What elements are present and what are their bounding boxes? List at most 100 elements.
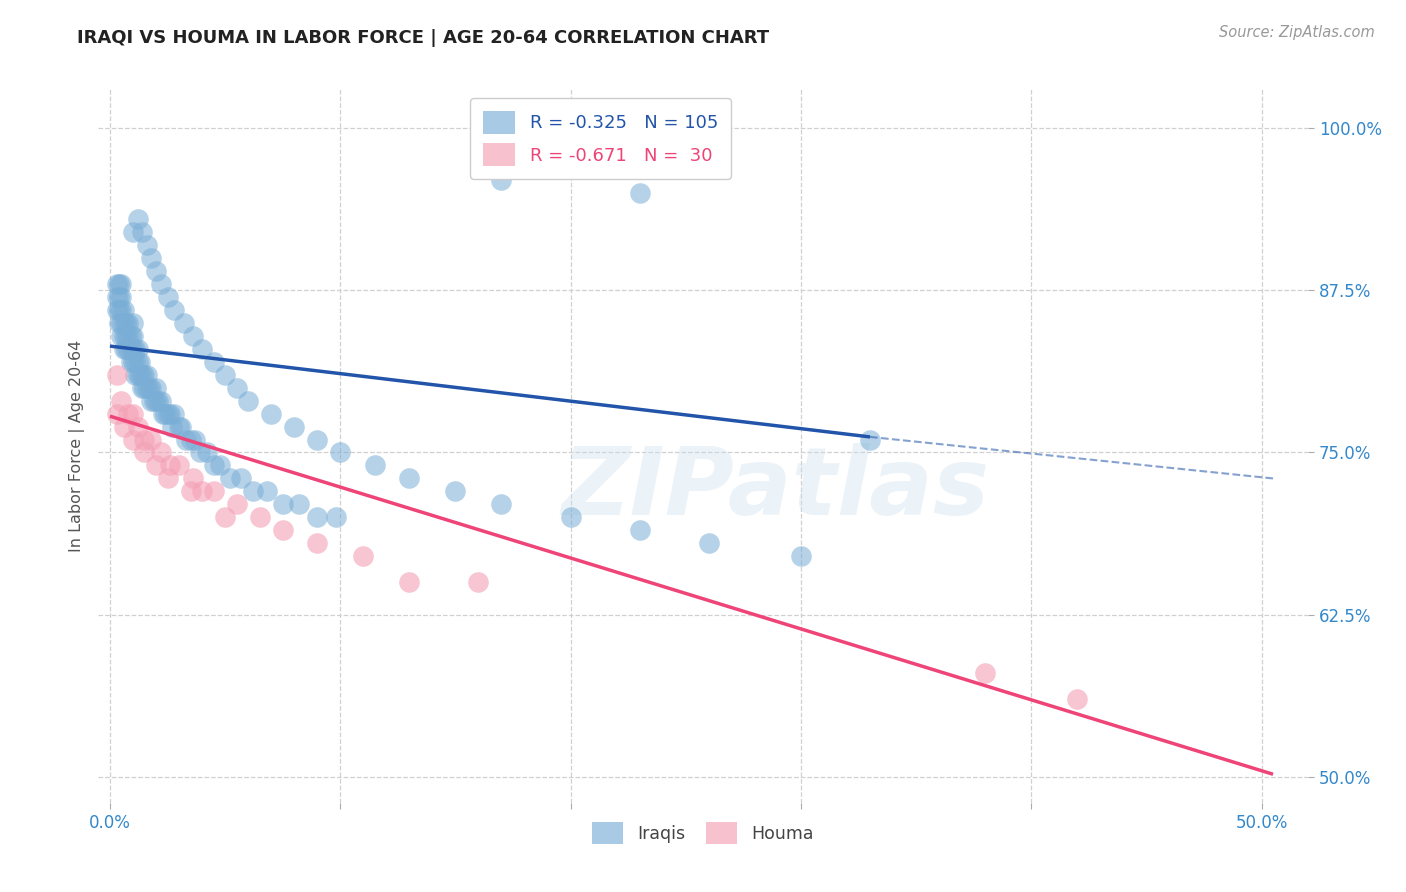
Text: IRAQI VS HOUMA IN LABOR FORCE | AGE 20-64 CORRELATION CHART: IRAQI VS HOUMA IN LABOR FORCE | AGE 20-6… bbox=[77, 29, 769, 47]
Point bbox=[167, 458, 190, 473]
Point bbox=[134, 445, 156, 459]
Point bbox=[467, 575, 489, 590]
Point bbox=[112, 328, 135, 343]
Point bbox=[117, 342, 139, 356]
Point bbox=[225, 381, 247, 395]
Point bbox=[184, 433, 207, 447]
Point bbox=[115, 328, 138, 343]
Point bbox=[188, 445, 211, 459]
Point bbox=[697, 536, 720, 550]
Point bbox=[859, 433, 882, 447]
Point bbox=[108, 290, 131, 304]
Point bbox=[112, 342, 135, 356]
Point bbox=[110, 290, 132, 304]
Point bbox=[628, 186, 651, 200]
Point bbox=[1066, 692, 1088, 706]
Point bbox=[170, 419, 193, 434]
Point bbox=[110, 302, 132, 317]
Point bbox=[127, 354, 149, 368]
Point bbox=[398, 575, 420, 590]
Point bbox=[163, 302, 186, 317]
Point bbox=[195, 445, 218, 459]
Point bbox=[142, 393, 165, 408]
Point bbox=[122, 328, 145, 343]
Point bbox=[105, 302, 128, 317]
Point bbox=[329, 445, 352, 459]
Point bbox=[112, 302, 135, 317]
Point bbox=[117, 316, 139, 330]
Point bbox=[156, 407, 179, 421]
Point bbox=[145, 458, 167, 473]
Point bbox=[288, 497, 311, 511]
Point bbox=[122, 407, 145, 421]
Point bbox=[115, 316, 138, 330]
Point bbox=[628, 524, 651, 538]
Point bbox=[202, 484, 225, 499]
Point bbox=[127, 342, 149, 356]
Point bbox=[167, 419, 190, 434]
Point bbox=[117, 407, 139, 421]
Point bbox=[145, 264, 167, 278]
Point bbox=[124, 368, 146, 382]
Point bbox=[108, 277, 131, 291]
Point bbox=[122, 342, 145, 356]
Point bbox=[159, 458, 181, 473]
Point bbox=[491, 173, 513, 187]
Point bbox=[231, 471, 253, 485]
Point bbox=[134, 381, 156, 395]
Point bbox=[307, 433, 329, 447]
Point bbox=[180, 484, 202, 499]
Point bbox=[141, 381, 163, 395]
Legend: Iraqis, Houma: Iraqis, Houma bbox=[585, 815, 821, 851]
Point bbox=[105, 290, 128, 304]
Point bbox=[181, 471, 204, 485]
Point bbox=[174, 433, 197, 447]
Point bbox=[307, 510, 329, 524]
Point bbox=[122, 225, 145, 239]
Point bbox=[149, 445, 172, 459]
Point bbox=[124, 342, 146, 356]
Point bbox=[202, 458, 225, 473]
Point bbox=[122, 433, 145, 447]
Point bbox=[135, 368, 157, 382]
Point bbox=[214, 510, 236, 524]
Point bbox=[180, 433, 202, 447]
Point bbox=[120, 328, 142, 343]
Point bbox=[124, 354, 146, 368]
Point bbox=[120, 354, 142, 368]
Point bbox=[307, 536, 329, 550]
Point bbox=[444, 484, 467, 499]
Point bbox=[110, 328, 132, 343]
Point bbox=[127, 368, 149, 382]
Point bbox=[110, 316, 132, 330]
Point bbox=[112, 316, 135, 330]
Point bbox=[236, 393, 259, 408]
Point bbox=[152, 407, 174, 421]
Point bbox=[108, 302, 131, 317]
Point bbox=[108, 316, 131, 330]
Point bbox=[112, 419, 135, 434]
Point bbox=[120, 342, 142, 356]
Point bbox=[105, 277, 128, 291]
Point bbox=[214, 368, 236, 382]
Point bbox=[160, 419, 183, 434]
Point bbox=[149, 277, 172, 291]
Point bbox=[141, 433, 163, 447]
Point bbox=[209, 458, 232, 473]
Point bbox=[128, 354, 150, 368]
Point bbox=[191, 342, 214, 356]
Point bbox=[249, 510, 271, 524]
Point bbox=[256, 484, 278, 499]
Point bbox=[163, 407, 186, 421]
Point bbox=[145, 393, 167, 408]
Point bbox=[128, 368, 150, 382]
Point bbox=[364, 458, 387, 473]
Point bbox=[242, 484, 264, 499]
Point bbox=[260, 407, 283, 421]
Point bbox=[218, 471, 240, 485]
Point bbox=[974, 666, 997, 681]
Point bbox=[271, 524, 294, 538]
Point bbox=[134, 368, 156, 382]
Point bbox=[127, 419, 149, 434]
Point bbox=[191, 484, 214, 499]
